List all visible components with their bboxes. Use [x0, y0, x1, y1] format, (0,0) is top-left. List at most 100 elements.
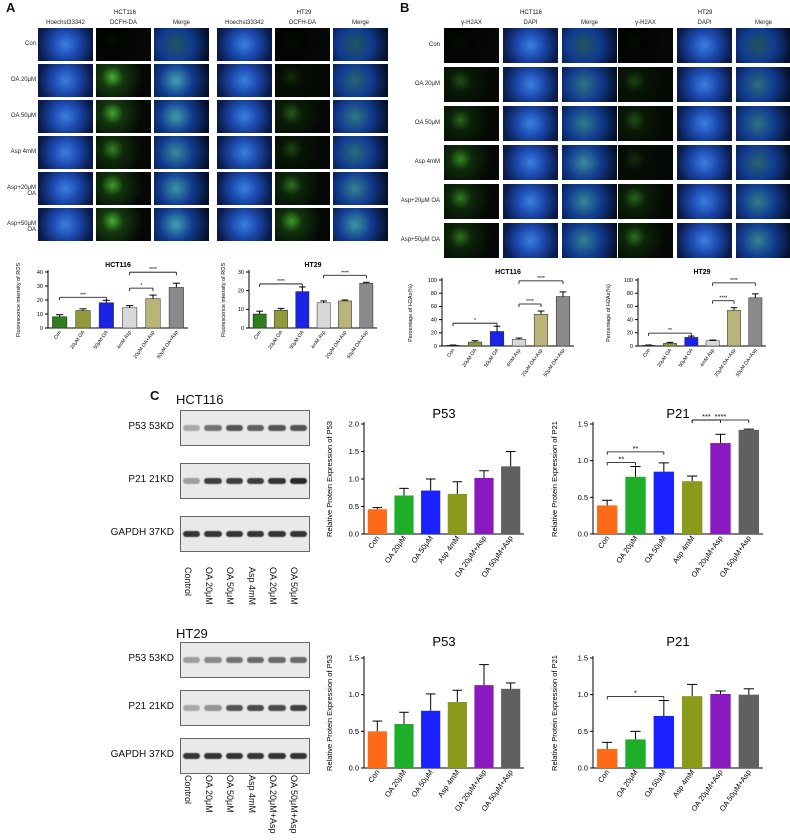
band-label: GAPDH 37KD — [110, 749, 174, 760]
blot-band — [289, 478, 307, 484]
lane-label: Control — [182, 775, 193, 805]
significance-label: * — [140, 283, 142, 289]
bar — [274, 310, 288, 329]
bar — [533, 314, 549, 347]
bar — [252, 313, 267, 329]
bar — [511, 339, 527, 347]
h2ax-hct116-chart: HCT116 Percentage of H2Ax(%) 0 20 40 60 80 100 C… — [408, 269, 574, 378]
row-label: Asp 4mM — [10, 148, 36, 155]
micrograph-tile — [333, 64, 388, 97]
x-tick-label: 50μM OA+Asp — [156, 330, 180, 360]
lane-label: OA 50μM — [225, 775, 236, 813]
blot-band — [247, 705, 265, 711]
x-tick-label: Con — [253, 330, 263, 341]
row-label: Asp 4mM — [414, 158, 440, 165]
bar — [596, 505, 618, 534]
bar — [555, 296, 571, 347]
y-tick-label: 0.5 — [349, 727, 359, 736]
significance-label: * — [634, 689, 637, 698]
bar — [359, 282, 374, 329]
x-tick-label: OA 50μM — [643, 534, 668, 565]
micrograph-tile — [275, 136, 330, 169]
micrograph-tile — [736, 145, 790, 180]
micrograph-tile — [38, 64, 93, 97]
bar — [684, 337, 699, 347]
chart-title: P21 — [666, 406, 689, 421]
y-tick-label: 0.5 — [578, 493, 588, 502]
y-tick-label: 1.5 — [578, 420, 588, 429]
bar — [447, 493, 467, 534]
wb-hct116-p53-chart: P53 Relative Protein Expression of P53 0.0… — [325, 406, 524, 579]
wb-ht29-p21-chart: P21 Relative Protein Expression of P21 0.0… — [550, 634, 763, 813]
bar — [738, 429, 760, 534]
x-tick-label: 20μM OA — [267, 329, 284, 350]
micrograph-tile — [736, 28, 790, 63]
blot-band — [289, 425, 307, 431]
bar — [145, 298, 161, 329]
blot-band — [225, 657, 243, 663]
micrograph-tile — [618, 67, 673, 102]
significance-label: ** — [633, 444, 639, 453]
x-tick-label: Asp 4mM — [436, 534, 462, 565]
lane-label: Asp 4mM — [246, 775, 257, 814]
wb-ht29-p53-chart: P53 Relative Protein Expression of P53 0.0… — [325, 634, 524, 813]
y-tick-label: 1.5 — [349, 654, 359, 663]
lane-label: Asp 4mM — [246, 567, 257, 606]
significance-label: **** — [149, 267, 157, 273]
y-tick-label: 100 — [428, 278, 437, 284]
wb-hct116-p21-chart: P21 Relative Protein Expression of P21 0.0… — [550, 406, 763, 579]
panel-letter-c: C — [150, 388, 160, 403]
x-tick-label: 20μM OA — [461, 347, 478, 368]
x-tick-label: 4mM Asp — [310, 330, 327, 351]
micrograph-tile — [444, 184, 499, 219]
column-header: Merge — [580, 20, 598, 26]
column-header: Merge — [172, 20, 190, 26]
lane-label: OA 20μM — [268, 567, 278, 605]
micrograph-tile — [154, 172, 209, 205]
bar — [596, 748, 618, 768]
column-header: DCFH-DA — [110, 20, 137, 26]
y-tick-label: 80 — [627, 291, 633, 297]
y-tick-label: 80 — [431, 291, 437, 297]
chart-title: P53 — [432, 634, 455, 649]
micrograph-tile — [96, 28, 151, 61]
significance-label: **** — [537, 276, 545, 282]
lane-label: Control — [182, 567, 193, 597]
micrograph-tile — [618, 223, 673, 258]
y-tick-label: 0.0 — [578, 530, 588, 539]
bar — [467, 341, 483, 347]
x-tick-label: 50μM OA+Asp — [543, 348, 567, 378]
y-tick-label: 40 — [431, 317, 437, 323]
bar — [501, 466, 521, 534]
significance-label: **** — [277, 279, 285, 285]
y-axis-label: Relative Protein Expression of P21 — [550, 421, 559, 537]
y-tick-label: 10 — [238, 307, 244, 313]
micrograph-tile — [618, 184, 673, 219]
micrograph-tile — [562, 223, 617, 258]
blot-band — [183, 478, 201, 484]
chart-title: P21 — [666, 634, 689, 649]
blot-band — [204, 705, 222, 711]
x-tick-label: 4mM Asp — [699, 348, 716, 369]
row-label: OA 50μM — [10, 112, 36, 119]
blot-band — [225, 753, 243, 759]
x-tick-label: 20μM OA — [656, 347, 673, 368]
x-tick-label: Asp 4mM — [671, 534, 697, 565]
micrograph-tile — [444, 106, 499, 141]
blot-band — [289, 753, 307, 759]
column-header: DCFH-DA — [289, 20, 316, 26]
micrograph-tile — [275, 100, 330, 133]
micrograph-tile — [503, 28, 558, 63]
micrograph-tile — [333, 136, 388, 169]
bar — [748, 297, 763, 347]
bar — [625, 476, 646, 534]
micrograph-tile — [677, 28, 732, 63]
micrograph-tile — [736, 184, 790, 219]
bar — [663, 343, 677, 347]
bar — [727, 310, 741, 347]
chart-title: P53 — [432, 406, 455, 421]
x-tick-label: OA 50μM — [409, 534, 434, 565]
x-tick-label: Con — [366, 534, 381, 550]
micrograph-tile — [618, 145, 673, 180]
micrograph-tile — [618, 28, 673, 63]
